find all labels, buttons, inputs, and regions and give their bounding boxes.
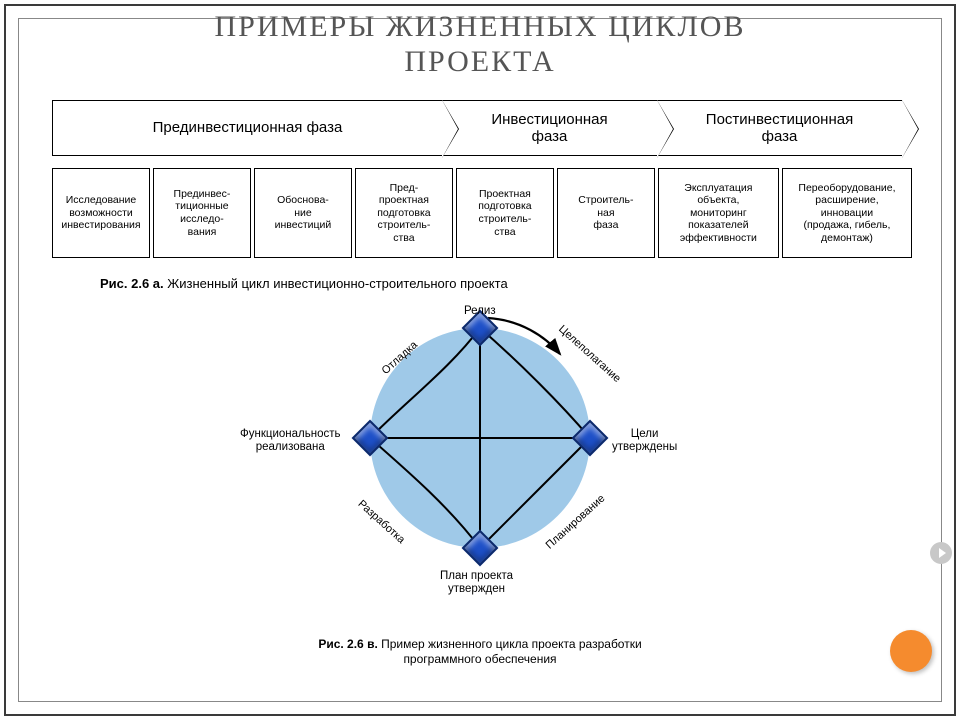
label-bottom: План проекта утвержден [440, 570, 513, 596]
caption-b-bold: Рис. 2.6 в. [318, 637, 377, 651]
page-title: ПРИМЕРЫ ЖИЗНЕННЫХ ЦИКЛОВ ПРОЕКТА [0, 10, 960, 79]
circle-diagram: Релиз Цели утверждены План проекта утвер… [260, 298, 700, 658]
stage-6: Эксплуатация объекта, мониторинг показат… [658, 168, 779, 258]
stage-0: Исследование возможности инвестирования [52, 168, 150, 258]
stage-4: Проектная подготовка строитель- ства [456, 168, 554, 258]
phases-row: Прединвестиционная фаза Инвестиционная ф… [52, 100, 902, 156]
caption-a-rest: Жизненный цикл инвестиционно-строительно… [164, 276, 508, 291]
label-left: Функциональность реализована [240, 428, 341, 454]
stage-7: Переоборудование, расширение, инновации … [782, 168, 912, 258]
phase-1: Инвестиционная фаза [442, 100, 657, 156]
stage-1: Прединвес- тиционные исследо- вания [153, 168, 251, 258]
stages-row: Исследование возможности инвестирования … [52, 168, 912, 258]
play-icon[interactable] [930, 542, 952, 564]
caption-b: Рис. 2.6 в. Пример жизненного цикла прое… [260, 623, 700, 666]
caption-a-bold: Рис. 2.6 а. [100, 276, 164, 291]
label-top: Релиз [464, 305, 496, 318]
label-right: Цели утверждены [612, 428, 677, 454]
stage-3: Пред- проектная подготовка строитель- ст… [355, 168, 453, 258]
phase-0: Прединвестиционная фаза [52, 100, 442, 156]
caption-b-rest: Пример жизненного цикла проекта разработ… [378, 637, 642, 665]
phase-2: Постинвестиционная фаза [657, 100, 902, 156]
caption-a: Рис. 2.6 а. Жизненный цикл инвестиционно… [100, 276, 508, 291]
stage-5: Строитель- ная фаза [557, 168, 655, 258]
orange-decor-circle [890, 630, 932, 672]
stage-2: Обоснова- ние инвестиций [254, 168, 352, 258]
